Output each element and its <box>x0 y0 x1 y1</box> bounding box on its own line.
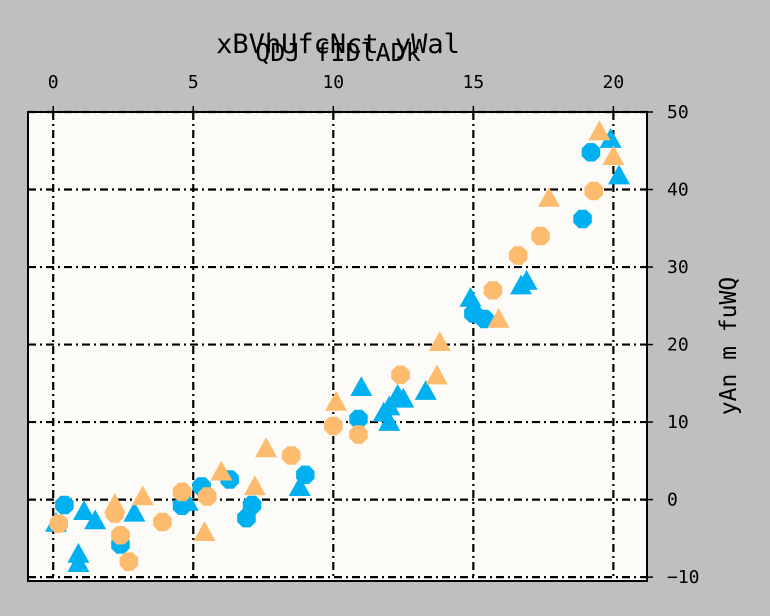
circle-point <box>237 509 256 528</box>
triangle-point <box>67 552 90 572</box>
triangle-point <box>428 331 451 351</box>
triangle-point <box>459 287 482 307</box>
circle-point <box>153 512 172 532</box>
circle-point <box>172 482 192 502</box>
circle-point <box>584 181 603 201</box>
y-tick-label: 0 <box>667 490 678 511</box>
x-axis-top: 0 5 10 15 20 <box>48 72 624 112</box>
triangle-point <box>103 493 126 514</box>
triangle-point <box>588 120 611 141</box>
y-tick-label: −10 <box>667 567 700 588</box>
y-tick-label: 30 <box>667 257 689 278</box>
circle-point <box>55 495 74 515</box>
triangle-point <box>487 308 510 328</box>
plot-frame <box>27 111 648 582</box>
triangle-point <box>210 460 233 481</box>
triangle-point <box>193 521 216 541</box>
triangle-point <box>123 501 146 522</box>
triangle-point <box>378 395 401 416</box>
triangle-point <box>538 187 560 207</box>
triangle-point <box>608 164 630 185</box>
circle-point <box>581 143 601 162</box>
circle-point <box>391 365 410 384</box>
y-axis-right: −10 0 10 20 30 40 50 <box>647 102 700 588</box>
triangle-point <box>350 376 373 396</box>
y-tick-label: 20 <box>667 335 689 356</box>
circle-point <box>172 496 192 515</box>
circle-point <box>349 409 368 429</box>
circle-point <box>349 425 368 444</box>
triangle-point <box>84 509 107 530</box>
x-tick-label: 10 <box>322 72 344 93</box>
triangle-point <box>255 437 278 458</box>
chart-subtitle: QDJ fIDlADk <box>255 38 421 67</box>
circle-point <box>324 416 343 436</box>
triangle-point <box>325 390 348 411</box>
chart-title: xBVhUfcNct yWal <box>216 29 460 60</box>
x-tick-label: 15 <box>463 72 485 93</box>
triangle-point <box>599 128 622 148</box>
y-tick-label: 40 <box>667 180 689 201</box>
triangle-point <box>131 485 154 506</box>
x-tick-label: 5 <box>188 72 199 93</box>
triangle-point <box>288 476 311 496</box>
circle-point <box>282 446 301 465</box>
triangle-point <box>378 411 401 431</box>
x-tick-label: 0 <box>48 72 59 93</box>
triangle-point <box>602 145 625 165</box>
triangle-point <box>243 475 266 496</box>
circle-point <box>49 514 68 533</box>
triangle-point <box>515 270 538 290</box>
x-tick-label: 20 <box>603 72 625 93</box>
circle-point <box>508 246 528 265</box>
triangle-point <box>73 500 95 520</box>
y-axis-label: yAn m fuWQ <box>716 277 742 415</box>
circle-point <box>296 465 315 484</box>
circle-point <box>198 487 217 506</box>
triangle-point <box>425 364 448 385</box>
circle-point <box>111 526 130 545</box>
circle-point <box>119 552 139 571</box>
triangle-point <box>414 380 437 400</box>
circle-point <box>573 209 592 229</box>
y-tick-label: 50 <box>667 102 689 123</box>
circle-point <box>475 309 494 329</box>
y-tick-label: 10 <box>667 412 689 433</box>
circle-point <box>483 281 503 300</box>
circle-point <box>531 226 550 246</box>
data-marks <box>45 120 630 572</box>
triangle-point <box>392 387 415 408</box>
